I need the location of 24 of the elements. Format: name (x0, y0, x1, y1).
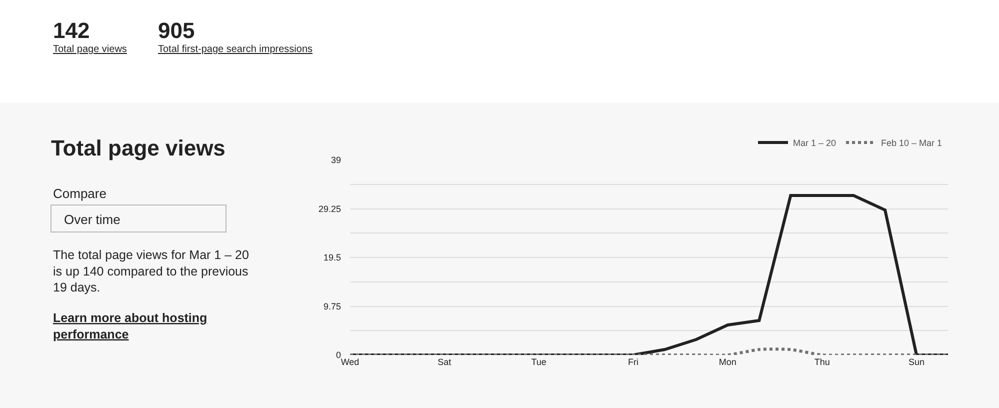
legend-label: Feb 10 – Mar 1 (881, 138, 942, 148)
text: The total page views for Mar 1 – 20 is up 140 compared to the previous 19 days. (53, 248, 249, 294)
text: Learn more about hosting performance (53, 311, 208, 342)
x-tick-label: Wed (340, 357, 360, 367)
line-series (350, 194, 948, 355)
x-tick-label: Thu (814, 357, 830, 367)
legend-label: Mar 1 – 20 (793, 138, 836, 148)
text: Total page views (53, 44, 127, 55)
text: 905 (158, 18, 195, 43)
x-tick-label: Tue (531, 357, 546, 367)
text: Total page views (51, 136, 226, 161)
x-tick-label: Mon (718, 357, 736, 367)
text: Over time (64, 212, 120, 227)
text: 142 (53, 18, 90, 43)
text: Total first-page search impressions (158, 44, 313, 55)
x-tick-label: Sun (908, 357, 925, 367)
y-tick-label: 39 (330, 155, 341, 166)
y-tick-label: 29.25 (318, 204, 341, 214)
y-tick-label: 0 (336, 350, 341, 360)
y-tick-label: 19.5 (323, 252, 341, 263)
x-tick-label: Sat (438, 357, 452, 367)
x-tick-label: Fri (628, 357, 639, 367)
y-tick-label: 9.75 (323, 301, 341, 312)
text: Compare (53, 186, 106, 201)
